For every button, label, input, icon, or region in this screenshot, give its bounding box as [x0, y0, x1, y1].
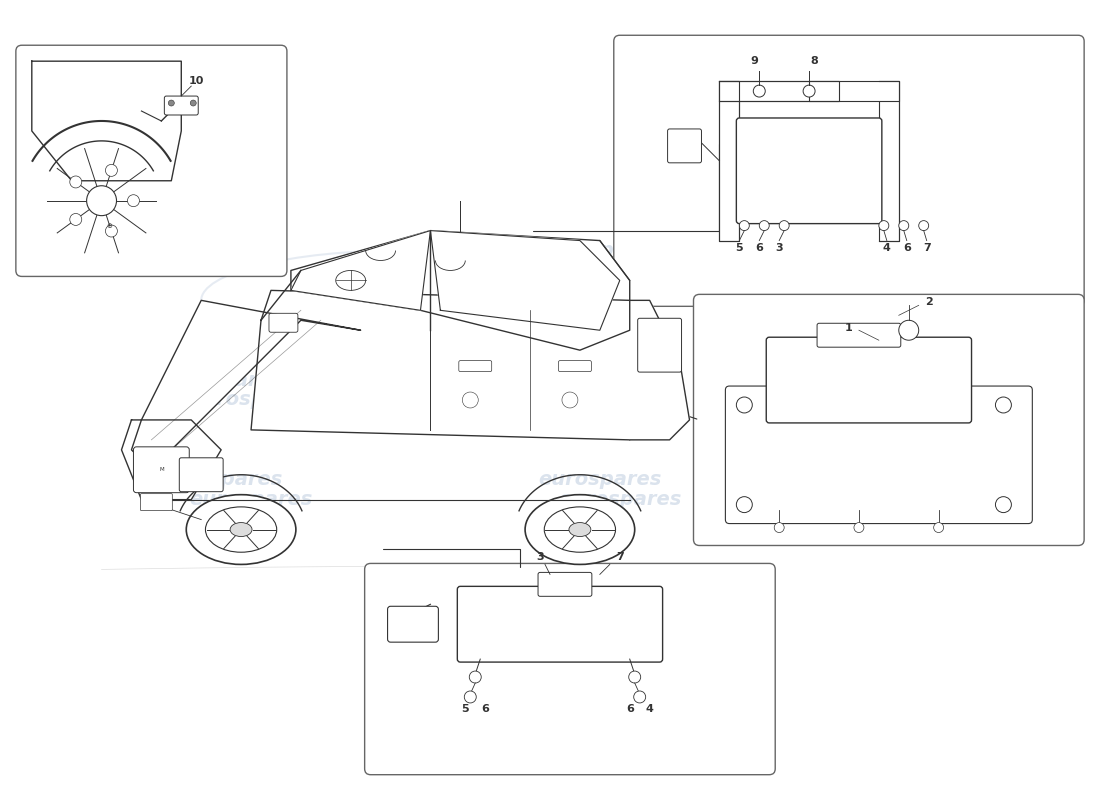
Circle shape: [996, 397, 1011, 413]
Circle shape: [736, 497, 752, 513]
Ellipse shape: [525, 494, 635, 565]
FancyBboxPatch shape: [459, 361, 492, 371]
Circle shape: [69, 176, 81, 188]
FancyBboxPatch shape: [179, 458, 223, 492]
FancyBboxPatch shape: [719, 81, 739, 241]
FancyBboxPatch shape: [559, 361, 592, 371]
Text: 1: 1: [845, 323, 853, 334]
FancyBboxPatch shape: [538, 572, 592, 596]
Text: 10: 10: [188, 76, 204, 86]
Text: M: M: [160, 467, 164, 472]
FancyBboxPatch shape: [458, 586, 662, 662]
FancyBboxPatch shape: [693, 294, 1085, 546]
FancyBboxPatch shape: [364, 563, 776, 774]
Text: 6: 6: [903, 242, 911, 253]
Circle shape: [759, 221, 769, 230]
Circle shape: [634, 691, 646, 703]
Text: eurospares: eurospares: [538, 470, 661, 490]
Circle shape: [918, 221, 928, 230]
Text: 3: 3: [536, 553, 543, 562]
Ellipse shape: [336, 270, 365, 290]
FancyBboxPatch shape: [141, 494, 173, 510]
Polygon shape: [32, 61, 182, 181]
Text: ⊕: ⊕: [107, 222, 112, 229]
Text: 8: 8: [811, 56, 818, 66]
FancyBboxPatch shape: [668, 129, 702, 163]
Text: eurospares: eurospares: [538, 370, 661, 390]
FancyBboxPatch shape: [767, 338, 971, 423]
Text: 6: 6: [756, 242, 763, 253]
FancyBboxPatch shape: [725, 386, 1032, 523]
Polygon shape: [251, 290, 680, 440]
Ellipse shape: [544, 507, 616, 552]
FancyBboxPatch shape: [133, 447, 189, 493]
Text: 5: 5: [736, 242, 744, 253]
Circle shape: [739, 221, 749, 230]
Polygon shape: [629, 300, 690, 440]
Circle shape: [779, 221, 789, 230]
Text: 4: 4: [883, 242, 891, 253]
Circle shape: [899, 221, 909, 230]
Text: eurospares: eurospares: [160, 470, 283, 490]
FancyBboxPatch shape: [736, 118, 882, 224]
Circle shape: [629, 671, 640, 683]
Text: 2: 2: [925, 298, 933, 307]
FancyBboxPatch shape: [614, 35, 1085, 306]
Text: 7: 7: [616, 553, 624, 562]
FancyBboxPatch shape: [387, 606, 439, 642]
Circle shape: [69, 214, 81, 226]
Text: 9: 9: [750, 56, 758, 66]
Polygon shape: [290, 230, 629, 350]
Circle shape: [462, 392, 478, 408]
Circle shape: [106, 225, 118, 237]
Circle shape: [87, 186, 117, 216]
FancyBboxPatch shape: [810, 81, 899, 101]
Ellipse shape: [569, 522, 591, 537]
Text: 7: 7: [923, 242, 931, 253]
Circle shape: [470, 671, 481, 683]
Ellipse shape: [206, 507, 277, 552]
Text: eurospares: eurospares: [189, 390, 312, 410]
Polygon shape: [121, 420, 221, 500]
Polygon shape: [290, 230, 430, 310]
Text: 4: 4: [646, 704, 653, 714]
Circle shape: [106, 164, 118, 176]
Text: eurospares: eurospares: [538, 241, 661, 260]
Circle shape: [754, 85, 766, 97]
Ellipse shape: [230, 522, 252, 537]
Circle shape: [736, 397, 752, 413]
FancyBboxPatch shape: [719, 81, 839, 101]
Circle shape: [562, 392, 578, 408]
Polygon shape: [132, 300, 361, 470]
Ellipse shape: [186, 494, 296, 565]
Text: 6: 6: [626, 704, 634, 714]
FancyBboxPatch shape: [817, 323, 901, 347]
Circle shape: [190, 100, 196, 106]
Circle shape: [774, 522, 784, 533]
Circle shape: [854, 522, 864, 533]
Text: 3: 3: [776, 242, 783, 253]
Circle shape: [996, 497, 1011, 513]
Text: eurospares: eurospares: [160, 241, 283, 260]
Text: eurospares: eurospares: [160, 370, 283, 390]
Circle shape: [934, 522, 944, 533]
FancyBboxPatch shape: [164, 96, 198, 115]
Circle shape: [128, 194, 140, 206]
Circle shape: [803, 85, 815, 97]
Text: 5: 5: [462, 704, 469, 714]
Circle shape: [168, 100, 174, 106]
Circle shape: [464, 691, 476, 703]
FancyBboxPatch shape: [15, 46, 287, 277]
FancyBboxPatch shape: [638, 318, 682, 372]
Text: eurospares: eurospares: [558, 390, 681, 410]
FancyBboxPatch shape: [270, 314, 298, 332]
Circle shape: [899, 320, 918, 340]
Polygon shape: [430, 230, 619, 330]
FancyBboxPatch shape: [879, 81, 899, 241]
Circle shape: [879, 221, 889, 230]
Text: eurospares: eurospares: [558, 490, 681, 509]
Text: eurospares: eurospares: [189, 490, 312, 509]
Text: 6: 6: [482, 704, 490, 714]
